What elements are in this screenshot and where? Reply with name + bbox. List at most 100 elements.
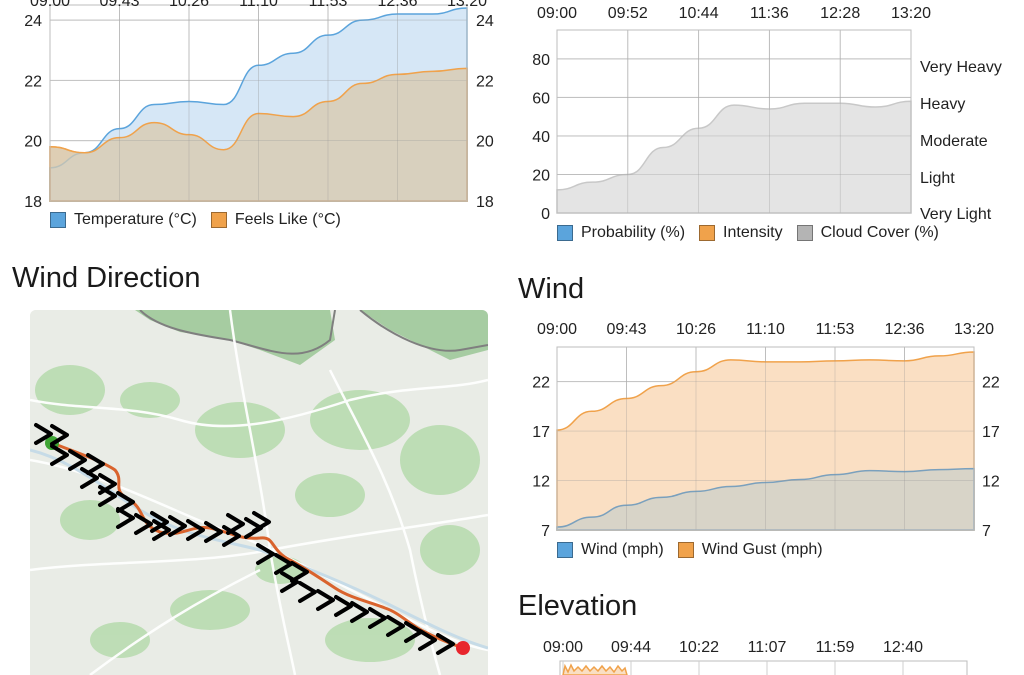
y-tick-label: 40 (532, 129, 550, 146)
map-canvas (30, 310, 488, 675)
wind-arrow-icon (68, 449, 87, 471)
time-label: 11:53 (816, 321, 855, 338)
wind-arrow-icon (316, 589, 335, 611)
y-tick-label: 80 (532, 52, 550, 69)
time-label: 12:36 (377, 0, 417, 10)
legend-swatch (677, 542, 694, 558)
time-label: 11:53 (309, 0, 348, 10)
legend-wind-gust[interactable]: Wind Gust (mph) (677, 541, 823, 559)
y-tick-label: 24 (24, 13, 42, 30)
wind-direction-map[interactable] (30, 310, 488, 675)
wind-arrow-icon (134, 513, 153, 535)
y-tick-label-right: 24 (476, 13, 494, 30)
time-label: 09:44 (611, 639, 651, 656)
wind-chart: 22 22 17 17 12 12 7 7 09:00 09:43 10:26 11:10 11:53 1… (532, 321, 1000, 540)
intensity-label: Very Heavy (920, 59, 1002, 76)
wind-arrow-icon (204, 521, 223, 543)
legend-cloud-cover[interactable]: Cloud Cover (%) (796, 224, 939, 242)
time-label: 09:00 (537, 5, 577, 22)
wind-arrow-icon (116, 507, 135, 529)
y-tick-label: 12 (532, 474, 550, 491)
y-tick-label: 60 (532, 90, 550, 107)
plot-frame (556, 346, 975, 531)
wind-speed-area (556, 467, 975, 531)
y-tick-label: 20 (24, 134, 42, 151)
y-tick-label: 17 (532, 424, 550, 441)
elevation-chart: 09:00 09:44 10:22 11:07 11:59 12:40 (543, 639, 968, 675)
time-label: 11:10 (239, 0, 278, 10)
border-line (359, 310, 488, 352)
wind-arrow-icon (168, 515, 187, 537)
plot-frame (556, 29, 912, 214)
legend-feels-like[interactable]: Feels Like (°C) (210, 211, 341, 229)
temperature-chart: 24 24 22 22 20 20 18 18 09:00 09:43 10:26 11:10 11:5… (24, 0, 494, 211)
y-tick-label-right: 12 (982, 474, 1000, 491)
time-label: 10:26 (169, 0, 209, 10)
intensity-label: Very Light (920, 206, 992, 223)
legend-swatch (210, 212, 227, 228)
y-tick-label-right: 22 (476, 73, 494, 90)
time-label: 10:44 (679, 5, 719, 22)
time-label: 12:36 (884, 321, 924, 338)
wind-arrow-icon (436, 633, 455, 655)
wind-arrow-icon (80, 467, 99, 489)
feels-like-overlay (49, 67, 468, 202)
y-tick-label-right: 17 (982, 424, 1000, 441)
y-tick-label-right: 18 (476, 194, 494, 211)
wind-arrow-icon (50, 424, 69, 446)
cloud-cover-area (556, 100, 912, 214)
elevation-title: Elevation (518, 590, 638, 622)
intensity-label: Light (920, 170, 955, 187)
time-label: 13:20 (954, 321, 994, 338)
legend-swatch (557, 225, 573, 241)
route-line (51, 441, 464, 650)
elevation-plot-frame (559, 660, 968, 675)
wind-legend: Wind (mph) Wind Gust (mph) (557, 541, 837, 559)
wind-arrow-icon (186, 519, 205, 541)
precipitation-legend: Probability (%) Intensity Cloud Cover (%… (557, 224, 953, 242)
wind-arrow-icon (280, 571, 299, 593)
wind-arrow-icon (252, 511, 271, 533)
wind-arrow-icon (152, 519, 171, 541)
wind-arrow-icon (226, 513, 245, 535)
legend-swatch (50, 212, 66, 228)
intensity-label: Moderate (920, 133, 988, 150)
plot-frame (49, 4, 468, 202)
wind-arrow-icon (368, 607, 387, 629)
wind-arrow-icon (386, 615, 405, 637)
time-label: 09:00 (543, 639, 583, 656)
legend-intensity[interactable]: Intensity (699, 224, 783, 242)
time-label: 09:00 (30, 0, 70, 10)
y-tick-label-right: 22 (982, 375, 1000, 392)
wind-arrow-icon (290, 561, 309, 583)
route-end-marker[interactable] (456, 641, 470, 655)
legend-probability[interactable]: Probability (%) (557, 224, 685, 242)
time-label: 12:40 (883, 639, 923, 656)
legend-wind[interactable]: Wind (mph) (557, 541, 664, 559)
wind-arrow-icon (150, 511, 169, 533)
time-label: 09:43 (606, 321, 646, 338)
time-label: 11:59 (816, 639, 855, 656)
y-tick-label: 22 (532, 375, 550, 392)
wind-arrow-icon (86, 453, 105, 475)
legend-swatch (557, 542, 573, 558)
wind-arrow-icon (350, 601, 369, 623)
wind-arrow-icon (334, 595, 353, 617)
y-tick-label-right: 7 (982, 523, 991, 540)
time-label: 09:00 (537, 321, 577, 338)
wind-arrow-icon (34, 423, 53, 445)
y-tick-label-right: 20 (476, 134, 494, 151)
wind-arrow-icon (222, 525, 241, 547)
legend-temperature[interactable]: Temperature (°C) (50, 211, 197, 229)
time-label: 11:10 (746, 321, 785, 338)
wind-arrow-icon (116, 491, 135, 513)
wind-arrow-icon (418, 629, 437, 651)
intensity-label: Heavy (920, 96, 965, 113)
time-label: 11:07 (748, 639, 787, 656)
wind-direction-title: Wind Direction (12, 262, 201, 294)
y-tick-label: 20 (532, 167, 550, 184)
wind-arrow-icon (98, 485, 117, 507)
wind-arrows (34, 423, 455, 655)
time-label: 09:52 (608, 5, 648, 22)
border-line (139, 310, 336, 355)
